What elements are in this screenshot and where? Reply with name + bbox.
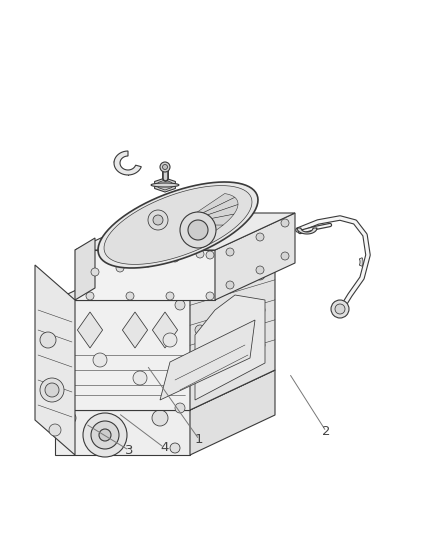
Polygon shape: [55, 300, 190, 410]
Polygon shape: [194, 193, 235, 216]
Polygon shape: [104, 185, 252, 264]
Circle shape: [64, 412, 76, 424]
Circle shape: [255, 340, 265, 350]
Polygon shape: [98, 182, 258, 268]
Polygon shape: [151, 183, 179, 187]
Circle shape: [60, 300, 70, 310]
Circle shape: [45, 383, 59, 397]
Polygon shape: [75, 250, 215, 300]
Circle shape: [60, 403, 70, 413]
Circle shape: [195, 360, 205, 370]
Circle shape: [126, 292, 134, 300]
Circle shape: [255, 305, 265, 315]
Circle shape: [281, 252, 289, 260]
Circle shape: [166, 251, 174, 259]
Polygon shape: [215, 213, 295, 300]
Polygon shape: [197, 205, 238, 222]
Polygon shape: [75, 238, 95, 300]
Circle shape: [163, 333, 177, 347]
Polygon shape: [195, 295, 265, 400]
Circle shape: [93, 353, 107, 367]
Polygon shape: [297, 228, 317, 234]
Circle shape: [40, 332, 56, 348]
Circle shape: [180, 212, 216, 248]
Text: 1: 1: [195, 433, 204, 446]
Circle shape: [256, 266, 264, 274]
Circle shape: [116, 264, 124, 272]
Circle shape: [195, 325, 205, 335]
Circle shape: [86, 251, 94, 259]
Polygon shape: [158, 180, 172, 190]
Polygon shape: [160, 320, 255, 400]
Circle shape: [148, 210, 168, 230]
Polygon shape: [35, 265, 75, 455]
Circle shape: [206, 292, 214, 300]
Polygon shape: [55, 410, 190, 455]
Polygon shape: [190, 260, 275, 410]
Circle shape: [133, 371, 147, 385]
Polygon shape: [187, 225, 223, 236]
Circle shape: [188, 220, 208, 240]
Circle shape: [91, 268, 99, 276]
Circle shape: [152, 410, 168, 426]
Polygon shape: [155, 178, 175, 192]
Circle shape: [335, 304, 345, 314]
Circle shape: [331, 300, 349, 318]
Circle shape: [171, 254, 179, 262]
Circle shape: [255, 270, 265, 280]
Circle shape: [162, 165, 167, 169]
Circle shape: [195, 290, 205, 300]
Circle shape: [226, 248, 234, 256]
Circle shape: [256, 233, 264, 241]
Circle shape: [99, 429, 111, 441]
Text: 4: 4: [160, 441, 169, 454]
Text: 2: 2: [322, 425, 331, 438]
Circle shape: [49, 424, 61, 436]
Circle shape: [91, 421, 119, 449]
Text: 3: 3: [125, 444, 134, 457]
Circle shape: [144, 259, 152, 267]
Polygon shape: [193, 214, 234, 225]
Circle shape: [83, 413, 127, 457]
Polygon shape: [114, 151, 141, 175]
Polygon shape: [122, 312, 148, 348]
Polygon shape: [152, 312, 177, 348]
Circle shape: [281, 219, 289, 227]
Polygon shape: [55, 260, 275, 300]
Circle shape: [86, 292, 94, 300]
Circle shape: [126, 251, 134, 259]
Polygon shape: [75, 213, 295, 250]
Circle shape: [40, 378, 64, 402]
Circle shape: [226, 281, 234, 289]
Circle shape: [153, 215, 163, 225]
Circle shape: [166, 292, 174, 300]
Circle shape: [175, 403, 185, 413]
Circle shape: [160, 162, 170, 172]
Polygon shape: [359, 258, 363, 266]
Circle shape: [175, 300, 185, 310]
Circle shape: [196, 250, 204, 258]
Polygon shape: [55, 370, 275, 410]
Polygon shape: [197, 197, 238, 218]
Circle shape: [206, 251, 214, 259]
Polygon shape: [190, 370, 275, 455]
Circle shape: [170, 443, 180, 453]
Polygon shape: [78, 312, 102, 348]
